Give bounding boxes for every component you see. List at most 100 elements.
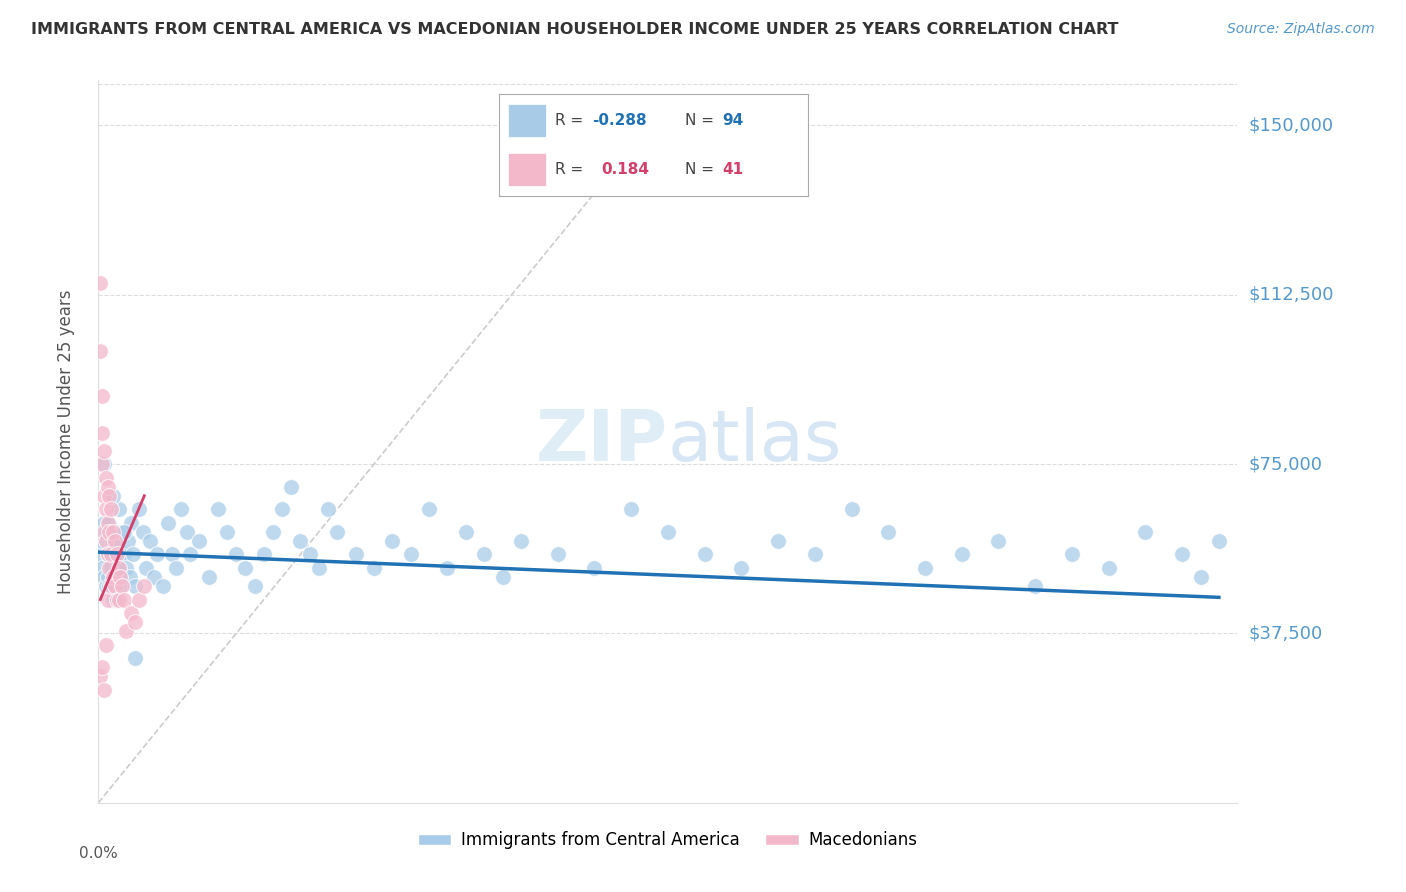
Point xyxy=(93,443,115,458)
Text: 41: 41 xyxy=(721,162,742,178)
Point xyxy=(100,561,122,575)
Point xyxy=(1060,548,1083,562)
Point xyxy=(160,548,183,562)
Point xyxy=(91,561,114,575)
Point xyxy=(399,548,422,562)
Point xyxy=(121,516,143,530)
Point xyxy=(89,277,111,291)
Point xyxy=(107,502,129,516)
Point xyxy=(326,524,349,539)
Point xyxy=(94,524,117,539)
Point xyxy=(94,638,117,652)
Text: R =: R = xyxy=(555,112,588,128)
Point xyxy=(657,524,679,539)
Point xyxy=(100,579,122,593)
Point xyxy=(91,457,114,471)
Point xyxy=(157,516,180,530)
Point xyxy=(124,579,146,593)
Point xyxy=(100,548,122,562)
Point xyxy=(97,570,120,584)
Point xyxy=(290,533,312,548)
Text: atlas: atlas xyxy=(668,407,842,476)
Point xyxy=(1189,570,1212,584)
Point xyxy=(121,606,143,620)
Point xyxy=(298,548,321,562)
Point xyxy=(94,502,117,516)
Point xyxy=(101,592,124,607)
Legend: Immigrants from Central America, Macedonians: Immigrants from Central America, Macedon… xyxy=(412,824,924,856)
Point xyxy=(124,651,146,665)
Point xyxy=(165,561,187,575)
Point xyxy=(804,548,827,562)
Point xyxy=(253,548,276,562)
Point xyxy=(107,570,129,584)
Point xyxy=(1171,548,1194,562)
Text: 0.184: 0.184 xyxy=(602,162,650,178)
Text: 0.0%: 0.0% xyxy=(79,847,118,861)
Point xyxy=(381,533,404,548)
Text: $75,000: $75,000 xyxy=(1249,455,1323,473)
Point xyxy=(91,389,114,403)
Point xyxy=(134,579,156,593)
Point xyxy=(93,524,115,539)
Point xyxy=(117,533,139,548)
Point xyxy=(1208,533,1230,548)
Point xyxy=(135,561,157,575)
Point xyxy=(98,561,121,575)
Point xyxy=(491,570,513,584)
Point xyxy=(98,489,121,503)
Point xyxy=(1024,579,1046,593)
Point xyxy=(146,548,169,562)
Text: -0.288: -0.288 xyxy=(592,112,647,128)
Point xyxy=(91,533,114,548)
Point xyxy=(101,570,124,584)
Point xyxy=(112,592,135,607)
Point xyxy=(107,561,129,575)
Point xyxy=(693,548,716,562)
Point xyxy=(139,533,162,548)
Point xyxy=(841,502,863,516)
Point xyxy=(112,524,135,539)
Point xyxy=(115,561,138,575)
Point xyxy=(94,579,117,593)
Point xyxy=(418,502,440,516)
Point xyxy=(877,524,900,539)
Text: R =: R = xyxy=(555,162,593,178)
Point xyxy=(152,579,174,593)
Text: N =: N = xyxy=(685,162,718,178)
Point xyxy=(243,579,266,593)
Point xyxy=(509,533,531,548)
Point xyxy=(1135,524,1157,539)
Point xyxy=(1098,561,1121,575)
Text: $112,500: $112,500 xyxy=(1249,285,1334,304)
Point xyxy=(344,548,367,562)
Point xyxy=(262,524,284,539)
Bar xyxy=(509,104,546,136)
Point xyxy=(583,561,606,575)
Point xyxy=(197,570,219,584)
Point xyxy=(131,524,153,539)
Point xyxy=(730,561,752,575)
Point xyxy=(101,533,124,548)
Point xyxy=(112,548,135,562)
Point xyxy=(101,524,124,539)
Point xyxy=(280,480,302,494)
Point xyxy=(97,516,120,530)
Point xyxy=(107,592,129,607)
Point xyxy=(766,533,789,548)
Point xyxy=(94,470,117,484)
Point xyxy=(93,489,115,503)
Point xyxy=(98,579,121,593)
Point xyxy=(97,480,120,494)
Point xyxy=(235,561,257,575)
Point xyxy=(950,548,973,562)
Point xyxy=(128,502,150,516)
Point xyxy=(89,344,111,359)
Bar xyxy=(509,153,546,186)
Point xyxy=(97,548,120,562)
Point xyxy=(97,548,120,562)
Point xyxy=(111,579,134,593)
Point xyxy=(454,524,477,539)
Point xyxy=(547,548,569,562)
Text: 94: 94 xyxy=(721,112,744,128)
